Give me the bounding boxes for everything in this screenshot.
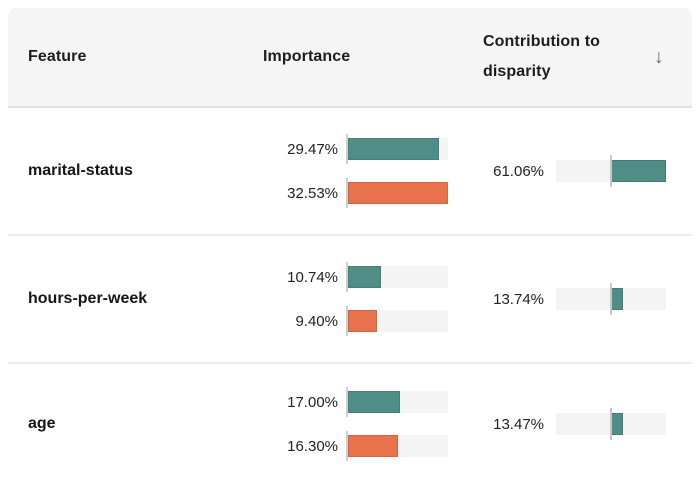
contribution-bar-track bbox=[556, 155, 666, 187]
contribution-bar-fill bbox=[611, 160, 666, 182]
importance-bar-fill-group-b bbox=[348, 435, 399, 457]
importance-bar-group-b: 9.40% bbox=[263, 306, 483, 336]
importance-value-group-b: 16.30% bbox=[287, 437, 338, 455]
contribution-header-label: Contribution to disparity bbox=[483, 33, 601, 80]
contribution-bar-fill bbox=[611, 288, 624, 310]
baseline-tick bbox=[346, 431, 348, 461]
contribution-zero-line bbox=[610, 283, 612, 315]
importance-value-group-b: 9.40% bbox=[295, 312, 338, 330]
importance-bar-group-b: 32.53% bbox=[263, 178, 483, 208]
contribution-value: 61.06% bbox=[493, 162, 544, 180]
importance-bar-track bbox=[348, 182, 448, 204]
importance-bar-fill-group-b bbox=[348, 182, 448, 204]
importance-cell: 29.47% 32.53% bbox=[263, 134, 483, 208]
column-header-feature: Feature bbox=[28, 48, 87, 65]
importance-bar-fill-group-b bbox=[348, 310, 377, 332]
contribution-zero-line bbox=[610, 155, 612, 187]
contribution-bar-track bbox=[556, 283, 666, 315]
table-row: marital-status 29.47% 32.53% 61.06% bbox=[8, 108, 692, 236]
feature-name: hours-per-week bbox=[28, 290, 148, 307]
column-header-contribution[interactable]: Contribution to disparity ↓ bbox=[483, 27, 672, 87]
importance-bar-track bbox=[348, 266, 448, 288]
importance-bar-track bbox=[348, 310, 448, 332]
contribution-cell: 61.06% bbox=[483, 155, 672, 187]
table-row: age 17.00% 16.30% 13.47% bbox=[8, 364, 692, 484]
feature-name: age bbox=[28, 415, 56, 432]
importance-bar-track bbox=[348, 435, 448, 457]
column-header-importance: Importance bbox=[263, 48, 351, 65]
importance-value-group-a: 17.00% bbox=[287, 393, 338, 411]
importance-bar-fill-group-a bbox=[348, 266, 382, 288]
importance-value-group-a: 10.74% bbox=[287, 268, 338, 286]
importance-bar-group-a: 10.74% bbox=[263, 262, 483, 292]
baseline-tick bbox=[346, 134, 348, 164]
contribution-bar-fill bbox=[611, 413, 624, 435]
contribution-cell: 13.74% bbox=[483, 283, 672, 315]
contribution-cell: 13.47% bbox=[483, 408, 672, 440]
importance-bar-group-a: 17.00% bbox=[263, 387, 483, 417]
table-header-row: Feature Importance Contribution to dispa… bbox=[8, 8, 692, 108]
importance-bar-group-b: 16.30% bbox=[263, 431, 483, 461]
baseline-tick bbox=[346, 387, 348, 417]
importance-value-group-b: 32.53% bbox=[287, 184, 338, 202]
importance-bar-fill-group-a bbox=[348, 138, 439, 160]
table-row: hours-per-week 10.74% 9.40% 13.74% bbox=[8, 236, 692, 364]
contribution-bar-track bbox=[556, 408, 666, 440]
contribution-value: 13.74% bbox=[493, 290, 544, 308]
importance-bar-fill-group-a bbox=[348, 391, 401, 413]
importance-bar-track bbox=[348, 391, 448, 413]
importance-cell: 10.74% 9.40% bbox=[263, 262, 483, 336]
baseline-tick bbox=[346, 262, 348, 292]
importance-value-group-a: 29.47% bbox=[287, 140, 338, 158]
importance-bar-track bbox=[348, 138, 448, 160]
contribution-value: 13.47% bbox=[493, 415, 544, 433]
sort-descending-icon[interactable]: ↓ bbox=[653, 45, 664, 68]
fairness-feature-table: Feature Importance Contribution to dispa… bbox=[8, 8, 692, 484]
baseline-tick bbox=[346, 306, 348, 336]
importance-cell: 17.00% 16.30% bbox=[263, 387, 483, 461]
feature-name: marital-status bbox=[28, 162, 133, 179]
importance-bar-group-a: 29.47% bbox=[263, 134, 483, 164]
contribution-zero-line bbox=[610, 408, 612, 440]
baseline-tick bbox=[346, 178, 348, 208]
